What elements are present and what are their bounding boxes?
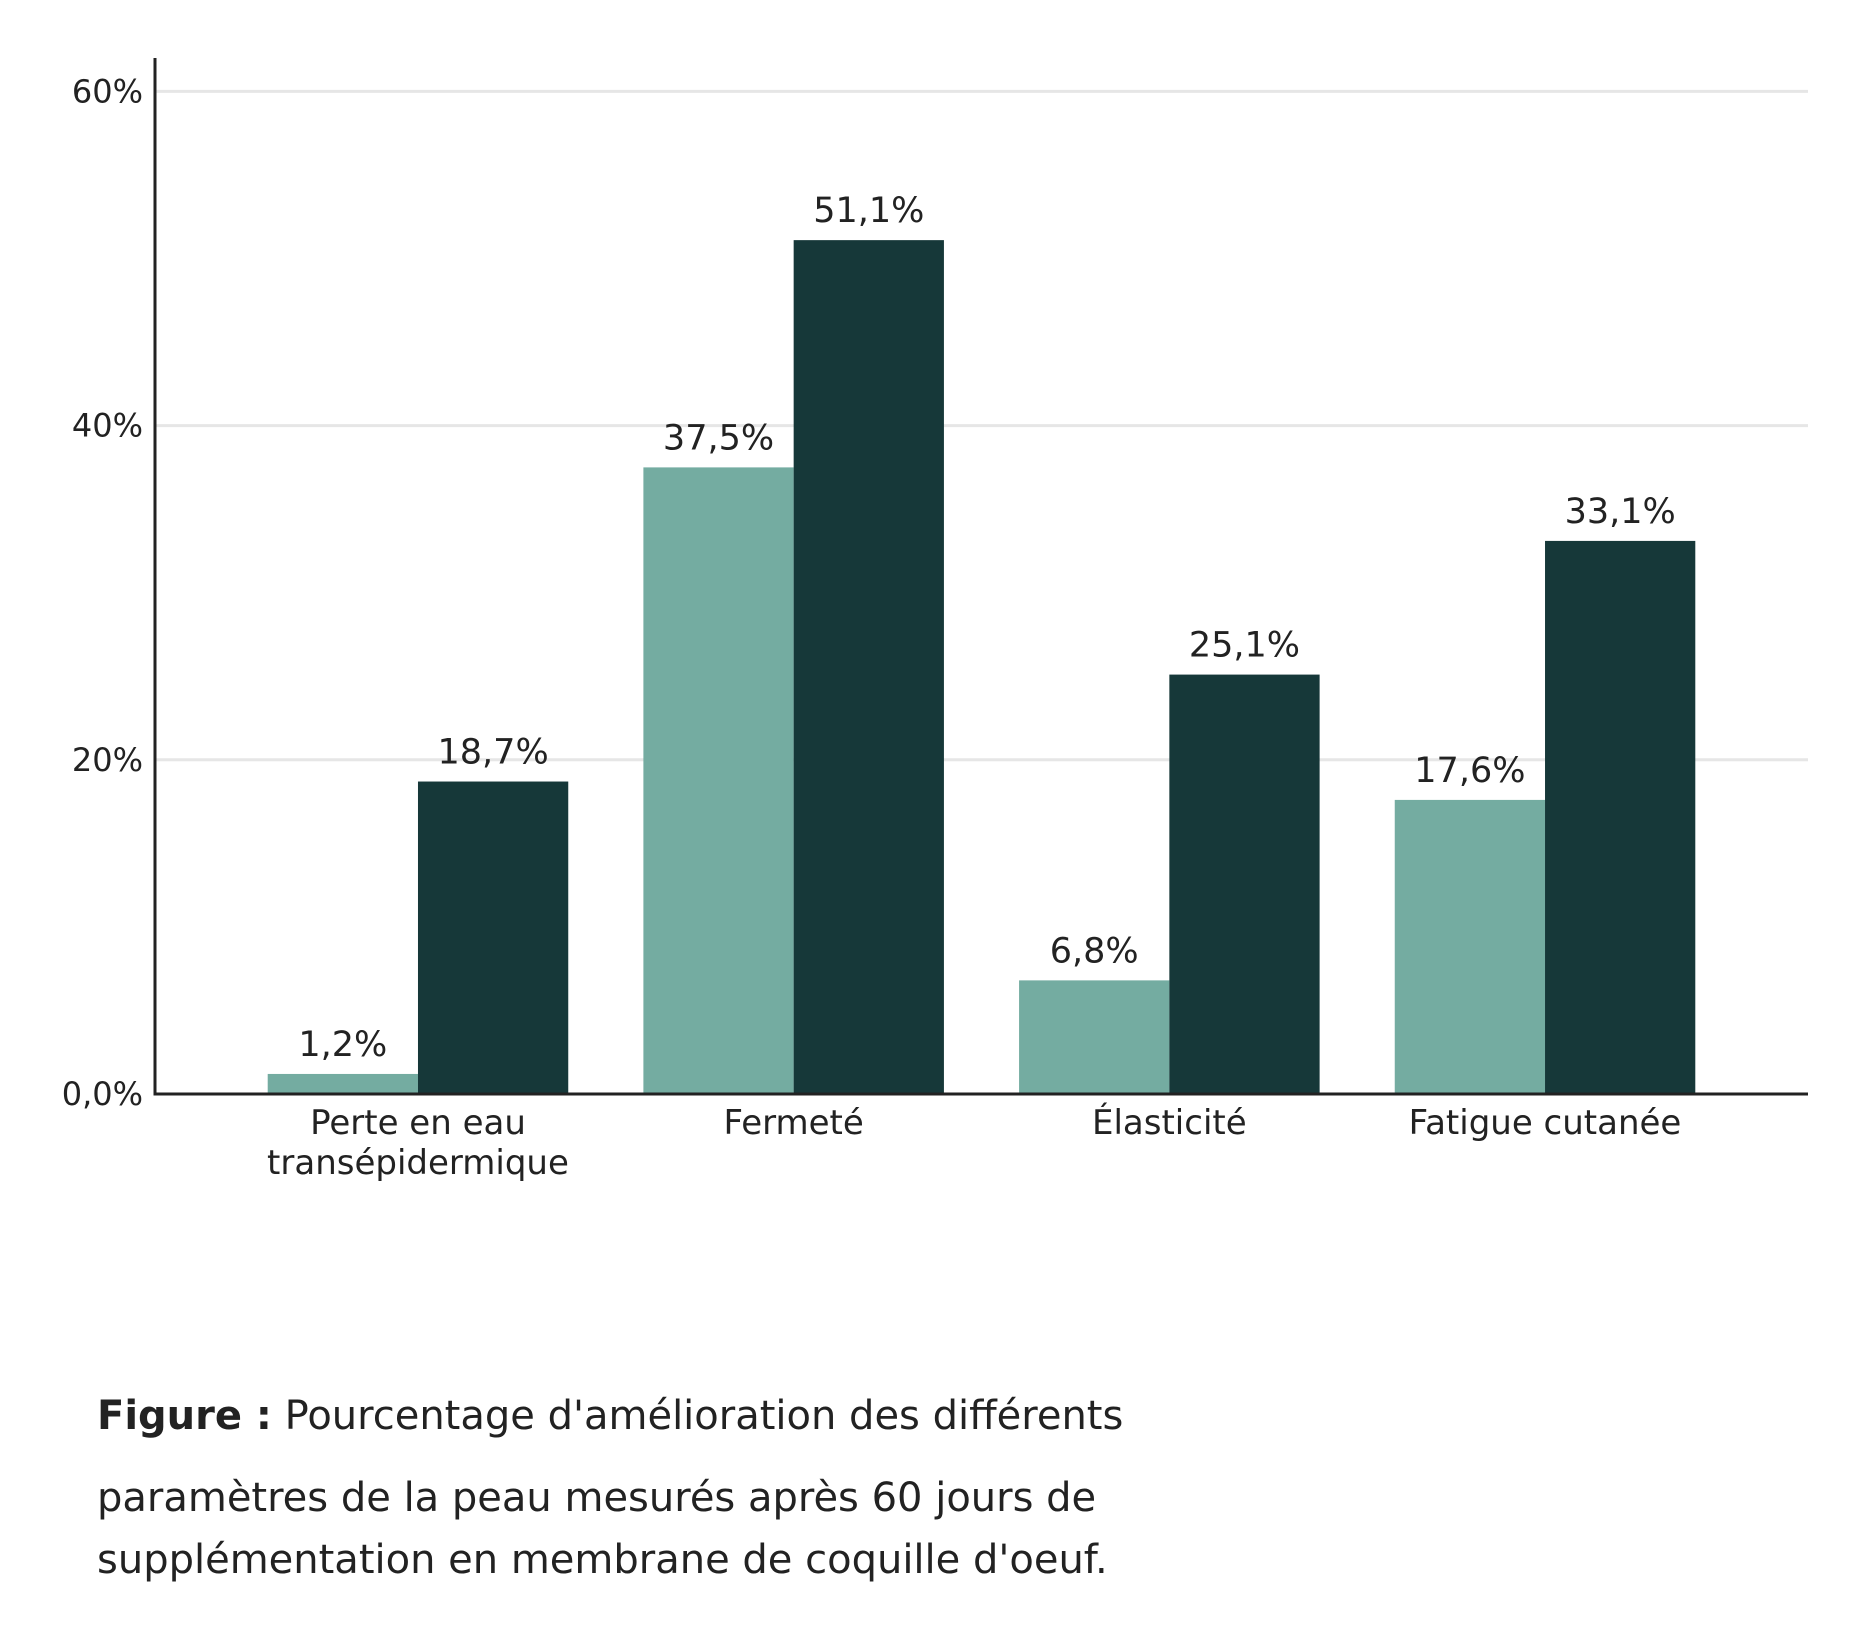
bar xyxy=(643,467,794,1094)
axes xyxy=(153,58,1808,1096)
caption-line-1: Pourcentage d'amélioration des différent… xyxy=(284,1393,1124,1439)
bar-value-label: 17,6% xyxy=(1414,751,1525,791)
figure-caption: Figure : Pourcentage d'amélioration des … xyxy=(97,1385,1247,1591)
bar xyxy=(267,1073,418,1094)
bar xyxy=(793,240,944,1094)
x-category-labels: Perte en eau transépidermique Fermeté Élast… xyxy=(267,1102,1681,1183)
bar-value-label: 6,8% xyxy=(1050,931,1139,971)
bar-value-label: 37,5% xyxy=(663,418,774,458)
caption-line-2: paramètres de la peau mesurés après 60 j… xyxy=(97,1475,1097,1521)
y-tick-label: 0,0% xyxy=(62,1075,143,1113)
bar-value-label: 51,1% xyxy=(813,191,924,231)
gridlines xyxy=(155,89,1808,762)
bar-value-label: 33,1% xyxy=(1565,492,1676,532)
x-category-label: Perte en eau transépidermique xyxy=(267,1103,569,1183)
y-tick-label: 40% xyxy=(72,407,143,445)
y-tick-label: 20% xyxy=(72,741,143,779)
bars xyxy=(267,240,1696,1094)
caption-bold-prefix: Figure : xyxy=(97,1393,272,1439)
bar-chart: 0,0% 20% 40% 60% Perte en eau transépidermiq… xyxy=(62,58,1808,1183)
bar xyxy=(1394,799,1546,1094)
bar-value-label: 1,2% xyxy=(298,1025,387,1065)
bar-value-label: 18,7% xyxy=(438,733,549,773)
x-category-label: Élasticité xyxy=(1092,1102,1247,1143)
value-labels: 1,2% 18,7% 37,5% 51,1% 6,8% 25,1% 17,6% 33,1% xyxy=(298,191,1675,1065)
bar xyxy=(1169,674,1320,1094)
x-category-label: Fatigue cutanée xyxy=(1409,1103,1682,1143)
bar xyxy=(417,781,569,1094)
bar xyxy=(1019,980,1170,1094)
x-category-label: Fermeté xyxy=(724,1103,864,1143)
caption-line-3: supplémentation en membrane de coquille … xyxy=(97,1537,1108,1583)
bar xyxy=(1545,540,1696,1094)
y-tick-label: 60% xyxy=(72,72,143,110)
bar-value-label: 25,1% xyxy=(1189,626,1300,666)
y-tick-labels: 0,0% 20% 40% 60% xyxy=(62,72,143,1113)
